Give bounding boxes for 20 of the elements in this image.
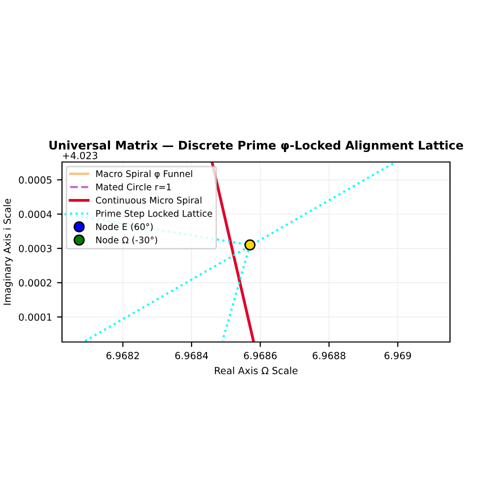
x-axis-title: Real Axis Ω Scale [214,366,298,374]
y-tick-label: 0.0004 [18,210,52,218]
x-tick-label: 6.9684 [175,352,208,360]
x-tick-label: 6.9682 [106,352,139,360]
y-tick-label: 0.0001 [18,313,52,321]
x-tick-label: 6.969 [384,352,411,360]
y-tick-label: 0.0005 [18,176,52,184]
y-axis-title: Imaginary Axis i Scale [3,198,13,305]
y-tick-label: 0.0003 [18,244,52,252]
y-tick-label: 0.0002 [18,279,52,287]
legend-label: Prime Step Locked Lattice [96,210,212,219]
legend-label: Node E (60°) [96,223,153,232]
x-tick-label: 6.9686 [244,352,277,360]
legend-label: Macro Spiral φ Funnel [96,170,192,179]
chart-title: Universal Matrix — Discrete Prime φ-Locked Alignment Lattice [49,140,464,152]
legend-label: Mated Circle r=1 [96,183,171,190]
text: +4.023 [63,152,98,160]
x-tick-label: 6.9688 [312,352,346,360]
legend-label: Continuous Micro Spiral [96,196,202,206]
legend-label: Node Ω (-30°) [96,236,158,244]
